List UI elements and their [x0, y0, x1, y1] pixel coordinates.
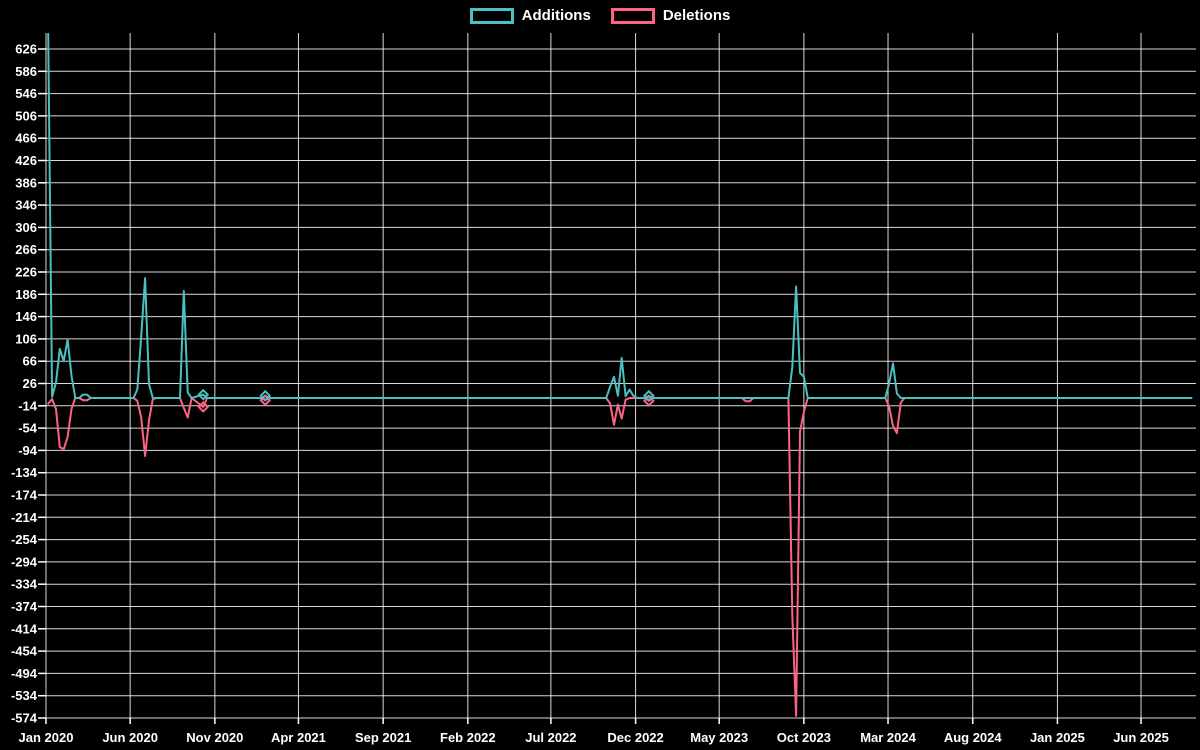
y-tick-label: 346 [15, 198, 37, 213]
additions-legend-swatch [469, 8, 514, 24]
additions-legend-label: Additions [521, 7, 591, 24]
y-tick-label: 106 [15, 331, 37, 346]
y-tick-label: 306 [15, 220, 37, 235]
deletions-point-marker [197, 401, 210, 413]
x-tick-label: Aug 2024 [944, 730, 1003, 745]
additions-point-marker [642, 389, 655, 402]
y-tick-label: -494 [11, 666, 38, 681]
deletions-point-marker [642, 394, 655, 407]
y-tick-label: -14 [18, 398, 38, 413]
y-tick-label: 186 [15, 287, 37, 302]
y-tick-label: 506 [15, 108, 37, 123]
y-tick-label: -254 [11, 532, 38, 547]
deletions-legend-label: Deletions [662, 7, 731, 24]
deletions-line [47, 397, 1193, 717]
y-tick-label: -174 [11, 488, 38, 503]
chart-legend: Additions Deletions [0, 7, 1200, 25]
y-tick-label: 26 [23, 376, 37, 391]
additions-point-marker [259, 389, 272, 402]
x-tick-label: Jan 2025 [1030, 730, 1085, 745]
x-tick-label: Jan 2020 [19, 730, 74, 745]
y-tick-label: 146 [15, 309, 37, 324]
y-tick-label: -574 [11, 711, 38, 726]
y-tick-label: -54 [18, 421, 38, 436]
y-tick-label: -414 [11, 621, 38, 636]
additions-line [47, 32, 1193, 399]
y-tick-label: -454 [11, 644, 38, 659]
x-tick-label: Mar 2024 [860, 730, 916, 745]
x-tick-label: Jun 2020 [102, 730, 158, 745]
y-tick-label: 266 [15, 242, 37, 257]
x-tick-label: Jul 2022 [525, 730, 576, 745]
y-tick-label: 626 [15, 42, 37, 57]
y-tick-label: -294 [11, 554, 38, 569]
y-tick-label: -94 [18, 443, 38, 458]
x-tick-label: Dec 2022 [607, 730, 663, 745]
legend-item-deletions[interactable]: Deletions [610, 7, 731, 25]
y-tick-label: -534 [11, 688, 38, 703]
x-tick-label: Jun 2025 [1113, 730, 1169, 745]
y-tick-label: 466 [15, 131, 37, 146]
deletions-legend-swatch [610, 8, 655, 24]
x-tick-label: Apr 2021 [271, 730, 326, 745]
deletions-point-marker [259, 394, 272, 407]
y-tick-label: 546 [15, 86, 37, 101]
y-tick-label: 586 [15, 64, 37, 79]
x-tick-label: Feb 2022 [440, 730, 496, 745]
y-tick-label: -374 [11, 599, 38, 614]
y-tick-label: 66 [23, 354, 37, 369]
y-tick-label: 426 [15, 153, 37, 168]
legend-item-additions[interactable]: Additions [469, 7, 591, 25]
x-tick-label: Oct 2023 [777, 730, 831, 745]
y-tick-label: -134 [11, 465, 38, 480]
x-tick-label: Sep 2021 [355, 730, 411, 745]
x-tick-label: May 2023 [690, 730, 748, 745]
y-tick-label: -214 [11, 510, 38, 525]
additions-point-marker [197, 388, 210, 401]
y-tick-label: 226 [15, 265, 37, 280]
y-tick-label: -334 [11, 577, 38, 592]
x-tick-label: Nov 2020 [186, 730, 243, 745]
y-tick-label: 386 [15, 175, 37, 190]
